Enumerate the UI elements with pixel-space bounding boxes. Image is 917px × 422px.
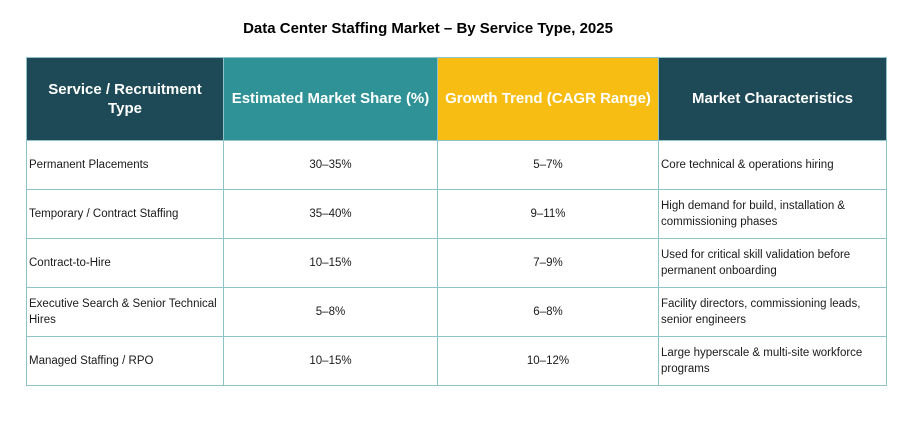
growth-trend-cell: 5–7% — [437, 140, 659, 190]
market-share-cell: 10–15% — [223, 336, 438, 386]
characteristics-cell: High demand for build, installation & co… — [658, 189, 887, 239]
header-row: Service / Recruitment Type Estimated Mar… — [26, 57, 887, 141]
header-growth-trend: Growth Trend (CAGR Range) — [437, 57, 659, 141]
service-type-cell: Managed Staffing / RPO — [26, 336, 224, 386]
table-row: Executive Search & Senior Technical Hire… — [26, 287, 887, 337]
market-share-cell: 5–8% — [223, 287, 438, 337]
table-row: Permanent Placements 30–35% 5–7% Core te… — [26, 140, 887, 190]
chart-title: Data Center Staffing Market – By Service… — [243, 20, 613, 37]
service-type-cell: Executive Search & Senior Technical Hire… — [26, 287, 224, 337]
market-share-cell: 30–35% — [223, 140, 438, 190]
table-row: Contract-to-Hire 10–15% 7–9% Used for cr… — [26, 238, 887, 288]
market-share-cell: 35–40% — [223, 189, 438, 239]
table-row: Temporary / Contract Staffing 35–40% 9–1… — [26, 189, 887, 239]
header-market-share: Estimated Market Share (%) — [223, 57, 438, 141]
service-type-cell: Permanent Placements — [26, 140, 224, 190]
staffing-table: Service / Recruitment Type Estimated Mar… — [26, 57, 887, 386]
header-service-type: Service / Recruitment Type — [26, 57, 224, 141]
service-type-cell: Contract-to-Hire — [26, 238, 224, 288]
characteristics-cell: Facility directors, commissioning leads,… — [658, 287, 887, 337]
growth-trend-cell: 7–9% — [437, 238, 659, 288]
growth-trend-cell: 10–12% — [437, 336, 659, 386]
characteristics-cell: Used for critical skill validation befor… — [658, 238, 887, 288]
characteristics-cell: Core technical & operations hiring — [658, 140, 887, 190]
table-row: Managed Staffing / RPO 10–15% 10–12% Lar… — [26, 336, 887, 386]
growth-trend-cell: 9–11% — [437, 189, 659, 239]
growth-trend-cell: 6–8% — [437, 287, 659, 337]
market-share-cell: 10–15% — [223, 238, 438, 288]
characteristics-cell: Large hyperscale & multi-site workforce … — [658, 336, 887, 386]
service-type-cell: Temporary / Contract Staffing — [26, 189, 224, 239]
header-market-characteristics: Market Characteristics — [658, 57, 887, 141]
